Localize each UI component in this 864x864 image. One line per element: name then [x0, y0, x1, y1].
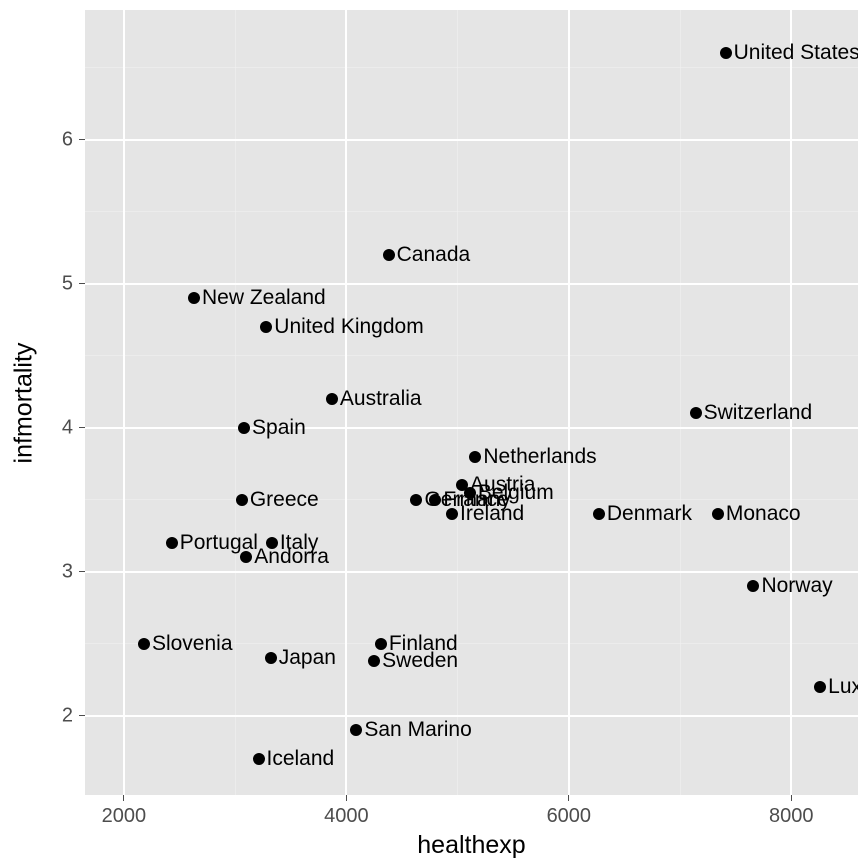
x-grid-minor	[457, 10, 458, 795]
x-tick-label: 6000	[547, 805, 592, 828]
data-point	[383, 249, 395, 261]
data-point-label: Slovenia	[152, 632, 233, 656]
y-grid-minor	[85, 211, 858, 212]
y-tick-label: 2	[62, 704, 73, 727]
data-point-label: Australia	[340, 387, 422, 411]
data-point	[368, 655, 380, 667]
data-point-label: Sweden	[382, 649, 458, 673]
data-point	[747, 580, 759, 592]
data-point-label: San Marino	[364, 718, 471, 742]
data-point	[326, 393, 338, 405]
x-tick-label: 2000	[102, 805, 147, 828]
y-grid-major	[85, 427, 858, 429]
plot-panel: United States Canada New Zealand United Kin…	[85, 10, 858, 795]
data-point	[138, 638, 150, 650]
data-point-label: New Zealand	[202, 286, 326, 310]
data-point-label: Luxembourg	[828, 675, 858, 699]
data-point-label: Greece	[250, 488, 319, 512]
data-point-label: Ireland	[460, 502, 524, 526]
data-point	[446, 508, 458, 520]
y-grid-major	[85, 571, 858, 573]
x-grid-minor	[680, 10, 681, 795]
scatter-chart: United States Canada New Zealand United Kin…	[0, 0, 864, 864]
x-grid-minor	[235, 10, 236, 795]
y-tick-mark	[79, 283, 85, 284]
data-point	[236, 494, 248, 506]
data-point-label: Netherlands	[483, 445, 596, 469]
x-tick-mark	[346, 795, 347, 801]
data-point	[814, 681, 826, 693]
data-point-label: United States	[734, 41, 858, 65]
data-point-label: Andorra	[254, 545, 329, 569]
x-axis-title: healthexp	[417, 831, 525, 860]
x-tick-mark	[791, 795, 792, 801]
x-tick-label: 8000	[769, 805, 814, 828]
data-point-label: Iceland	[267, 747, 335, 771]
y-tick-label: 5	[62, 272, 73, 295]
data-point	[429, 494, 441, 506]
y-tick-mark	[79, 427, 85, 428]
data-point	[469, 451, 481, 463]
x-tick-mark	[123, 795, 124, 801]
x-tick-label: 4000	[324, 805, 369, 828]
y-grid-major	[85, 139, 858, 141]
x-grid-major	[123, 10, 125, 795]
data-point	[720, 47, 732, 59]
y-axis-title: infmortality	[10, 342, 39, 463]
x-tick-mark	[568, 795, 569, 801]
data-point	[712, 508, 724, 520]
data-point	[260, 321, 272, 333]
y-tick-mark	[79, 139, 85, 140]
y-grid-major	[85, 283, 858, 285]
data-point	[350, 724, 362, 736]
data-point-label: Spain	[252, 416, 306, 440]
x-grid-major	[568, 10, 570, 795]
y-tick-label: 6	[62, 128, 73, 151]
data-point	[265, 652, 277, 664]
y-tick-label: 4	[62, 416, 73, 439]
data-point-label: Japan	[279, 646, 336, 670]
data-point	[593, 508, 605, 520]
data-point	[375, 638, 387, 650]
data-point	[410, 494, 422, 506]
y-grid-major	[85, 715, 858, 717]
data-point-label: Monaco	[726, 502, 801, 526]
y-tick-label: 3	[62, 560, 73, 583]
data-point	[166, 537, 178, 549]
data-point-label: United Kingdom	[274, 315, 423, 339]
y-grid-minor	[85, 355, 858, 356]
data-point	[253, 753, 265, 765]
data-point-label: Canada	[397, 243, 471, 267]
data-point-label: Denmark	[607, 502, 692, 526]
data-point	[238, 422, 250, 434]
data-point-label: Switzerland	[704, 401, 813, 425]
y-tick-mark	[79, 715, 85, 716]
y-grid-minor	[85, 67, 858, 68]
data-point-label: Norway	[761, 574, 832, 598]
y-tick-mark	[79, 571, 85, 572]
data-point	[188, 292, 200, 304]
data-point	[690, 407, 702, 419]
data-point	[240, 551, 252, 563]
